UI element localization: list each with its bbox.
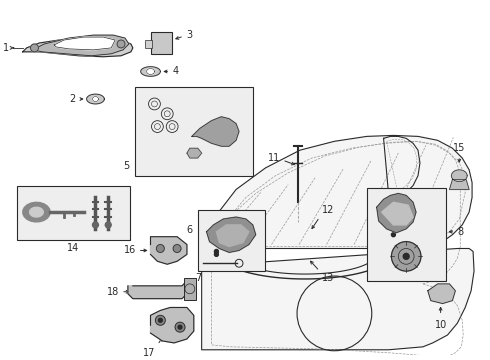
Text: 11: 11 — [268, 153, 280, 163]
Polygon shape — [32, 35, 129, 56]
Circle shape — [93, 222, 98, 228]
Polygon shape — [377, 193, 416, 233]
Text: 2: 2 — [70, 94, 76, 104]
Circle shape — [155, 315, 165, 325]
Text: 4: 4 — [172, 67, 178, 76]
Circle shape — [215, 249, 219, 253]
Polygon shape — [217, 225, 249, 247]
Text: 6: 6 — [187, 225, 193, 235]
Circle shape — [392, 225, 395, 229]
Polygon shape — [150, 307, 194, 343]
Bar — [367, 188, 445, 281]
Circle shape — [156, 244, 164, 252]
Text: 17: 17 — [143, 348, 155, 358]
Text: 5: 5 — [123, 161, 130, 171]
Polygon shape — [428, 284, 455, 303]
Text: 8: 8 — [457, 227, 464, 237]
Polygon shape — [30, 207, 43, 217]
Polygon shape — [23, 202, 50, 222]
Text: 7: 7 — [196, 273, 202, 283]
Bar — [150, 32, 172, 54]
Text: 18: 18 — [107, 287, 119, 297]
Polygon shape — [141, 67, 160, 76]
Polygon shape — [187, 148, 202, 158]
Text: 10: 10 — [435, 320, 447, 330]
Circle shape — [392, 233, 395, 237]
Polygon shape — [192, 117, 239, 146]
Circle shape — [173, 244, 181, 252]
Polygon shape — [202, 135, 472, 266]
Text: 3: 3 — [186, 30, 192, 40]
Polygon shape — [207, 217, 256, 252]
Text: 12: 12 — [321, 205, 334, 215]
Bar — [17, 185, 130, 240]
Bar — [135, 87, 253, 176]
Polygon shape — [128, 281, 187, 299]
Polygon shape — [54, 37, 115, 50]
Bar — [198, 210, 265, 271]
Circle shape — [117, 40, 125, 48]
Circle shape — [215, 252, 219, 256]
Polygon shape — [93, 96, 98, 102]
Polygon shape — [23, 38, 133, 57]
Circle shape — [30, 44, 38, 52]
Text: 9: 9 — [424, 202, 430, 212]
Circle shape — [158, 318, 162, 322]
Polygon shape — [202, 248, 474, 350]
Polygon shape — [451, 170, 467, 181]
Text: 1: 1 — [3, 43, 9, 53]
Bar — [184, 278, 196, 300]
Circle shape — [105, 222, 111, 228]
Text: 15: 15 — [453, 143, 465, 153]
Text: 14: 14 — [67, 243, 79, 253]
Polygon shape — [449, 180, 469, 189]
Circle shape — [403, 253, 409, 259]
Bar — [145, 40, 152, 48]
Circle shape — [178, 325, 182, 329]
Circle shape — [392, 242, 421, 271]
Polygon shape — [382, 202, 413, 225]
Text: 13: 13 — [321, 273, 334, 283]
Text: 16: 16 — [123, 246, 136, 256]
Circle shape — [175, 322, 185, 332]
Polygon shape — [147, 68, 154, 75]
Polygon shape — [87, 94, 104, 104]
Polygon shape — [150, 237, 187, 264]
